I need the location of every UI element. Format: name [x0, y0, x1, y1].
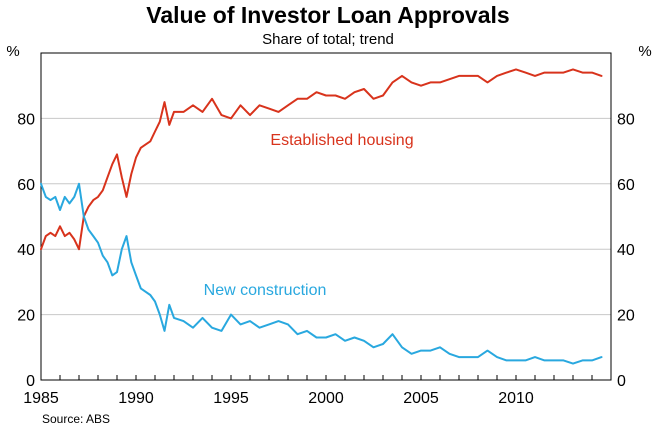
- source-note: Source: ABS: [42, 412, 111, 426]
- plot-frame: [40, 52, 612, 381]
- chart-subtitle: Share of total; trend: [262, 31, 394, 48]
- series-label-established-housing: Established housing: [270, 132, 413, 149]
- y-tick-label-left: 80: [17, 111, 35, 128]
- grid-layer: [41, 117, 611, 316]
- y-tick-label-right: 40: [617, 242, 635, 259]
- x-tick-label: 2000: [308, 390, 344, 407]
- x-tick-label: 1995: [213, 390, 249, 407]
- series-line-new-construction: [40, 182, 603, 365]
- y-axis-unit-right: %: [638, 43, 651, 60]
- chart-title: Value of Investor Loan Approvals: [146, 2, 510, 28]
- x-tick-label: 2010: [498, 390, 534, 407]
- y-tick-label-left: 60: [17, 177, 35, 194]
- x-tick-label: 1985: [23, 390, 59, 407]
- y-tick-label-left: 0: [26, 373, 35, 390]
- series-line-established-housing: [40, 68, 603, 251]
- y-tick-label-right: 60: [617, 177, 635, 194]
- y-axis-unit-left: %: [6, 43, 19, 60]
- x-tick-label: 1990: [118, 390, 154, 407]
- tick-layer: 0 0 20 20 40 40 60 60 80 80 1985 1990 1995 2000 2005 20…: [17, 111, 635, 407]
- series-layer: [40, 68, 603, 365]
- y-tick-label-left: 40: [17, 242, 35, 259]
- x-tick-label: 2005: [403, 390, 439, 407]
- y-tick-label-right: 80: [617, 111, 635, 128]
- series-label-new-construction: New construction: [204, 282, 327, 299]
- y-tick-label-left: 20: [17, 308, 35, 325]
- y-tick-label-right: 0: [617, 373, 626, 390]
- y-tick-label-right: 20: [617, 308, 635, 325]
